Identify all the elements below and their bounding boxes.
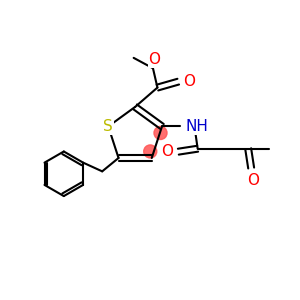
Text: O: O xyxy=(247,173,259,188)
Text: S: S xyxy=(103,119,113,134)
Text: O: O xyxy=(184,74,196,89)
Text: O: O xyxy=(161,144,173,159)
Circle shape xyxy=(144,145,157,158)
Text: NH: NH xyxy=(186,119,208,134)
Text: O: O xyxy=(148,52,160,67)
Circle shape xyxy=(154,126,167,140)
